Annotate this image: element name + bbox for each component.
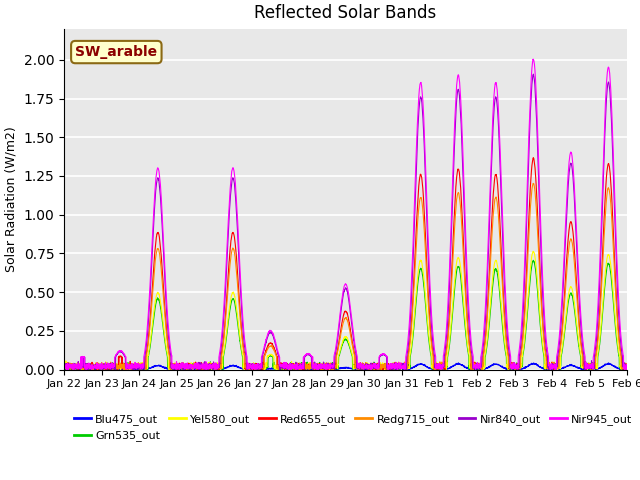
Blu475_out (181, 366, 189, 372)
Redg715_out (218, 354, 225, 360)
Title: Reflected Solar Bands: Reflected Solar Bands (255, 4, 436, 22)
Yel580_out (60, 362, 68, 368)
Nir840_out (623, 364, 631, 370)
Yel580_out (623, 365, 631, 371)
Blu475_out (174, 367, 182, 372)
Nir945_out (60, 364, 68, 370)
Redg715_out (168, 367, 175, 372)
Nir840_out (623, 363, 631, 369)
Grn535_out (60, 364, 68, 370)
Line: Red655_out: Red655_out (64, 158, 627, 370)
Grn535_out (181, 363, 189, 369)
Redg715_out (181, 365, 189, 371)
Red655_out (411, 263, 419, 269)
Redg715_out (60, 363, 68, 369)
Nir945_out (411, 199, 419, 204)
Red655_out (218, 351, 225, 357)
Red655_out (174, 367, 182, 372)
Nir945_out (623, 365, 631, 371)
Nir945_out (181, 363, 189, 369)
Blu475_out (623, 367, 631, 372)
Grn535_out (401, 361, 408, 367)
Nir945_out (401, 360, 408, 366)
Text: SW_arable: SW_arable (76, 45, 157, 59)
Nir840_out (60, 362, 68, 368)
Nir945_out (570, 177, 578, 183)
Red655_out (181, 363, 189, 369)
Redg715_out (623, 362, 631, 368)
Red655_out (60, 363, 68, 369)
Redg715_out (411, 276, 419, 281)
Line: Nir945_out: Nir945_out (64, 59, 627, 370)
Grn535_out (529, 257, 537, 263)
Line: Grn535_out: Grn535_out (64, 260, 627, 370)
Yel580_out (570, 297, 578, 302)
Line: Redg715_out: Redg715_out (64, 183, 627, 370)
Blu475_out (60, 367, 68, 372)
Yel580_out (410, 313, 418, 319)
Nir840_out (411, 216, 419, 222)
Grn535_out (218, 364, 225, 370)
Redg715_out (623, 363, 631, 369)
Nir945_out (384, 367, 392, 372)
Nir840_out (181, 362, 189, 368)
Grn535_out (623, 362, 631, 368)
Redg715_out (401, 359, 408, 365)
Blu475_out (570, 363, 578, 369)
Red655_out (623, 362, 631, 368)
Nir945_out (623, 365, 631, 371)
Red655_out (623, 365, 631, 371)
Yel580_out (401, 365, 408, 371)
Red655_out (401, 363, 408, 369)
Yel580_out (623, 363, 631, 369)
Blu475_out (623, 367, 631, 372)
Grn535_out (570, 303, 578, 309)
Nir840_out (530, 72, 538, 77)
Nir840_out (364, 367, 371, 372)
Line: Blu475_out: Blu475_out (64, 363, 627, 370)
Y-axis label: Solar Radiation (W/m2): Solar Radiation (W/m2) (5, 126, 18, 272)
Blu475_out (454, 360, 462, 366)
Line: Nir840_out: Nir840_out (64, 74, 627, 370)
Red655_out (529, 155, 537, 161)
Yel580_out (181, 365, 189, 371)
Blu475_out (218, 366, 225, 372)
Yel580_out (554, 367, 561, 372)
Nir945_out (218, 337, 225, 343)
Redg715_out (529, 180, 537, 186)
Redg715_out (570, 255, 578, 261)
Nir840_out (570, 190, 578, 195)
Grn535_out (623, 361, 631, 367)
Yel580_out (529, 249, 537, 254)
Blu475_out (401, 367, 408, 372)
Line: Yel580_out: Yel580_out (64, 252, 627, 370)
Yel580_out (218, 365, 225, 371)
Nir840_out (401, 361, 408, 367)
Grn535_out (305, 367, 313, 372)
Blu475_out (411, 364, 419, 370)
Nir945_out (529, 56, 537, 62)
Nir840_out (218, 344, 225, 349)
Grn535_out (411, 317, 419, 323)
Red655_out (570, 241, 578, 247)
Legend: Blu475_out, Grn535_out, Yel580_out, Red655_out, Redg715_out, Nir840_out, Nir945_: Blu475_out, Grn535_out, Yel580_out, Red6… (70, 409, 637, 446)
